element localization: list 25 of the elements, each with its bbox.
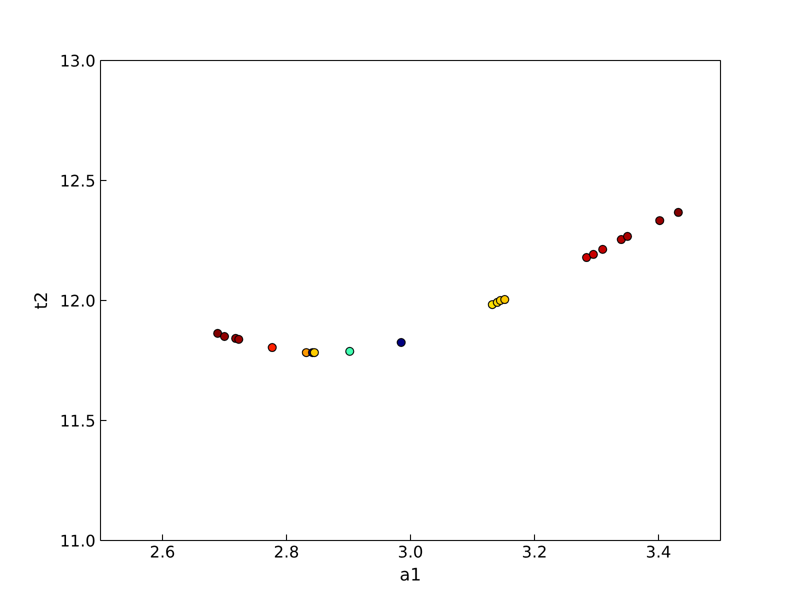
point [268,343,277,352]
y-tick-label: 11.0 [60,532,96,550]
x-tick-label: 2.6 [150,542,176,562]
y-tick-label: 12.0 [60,292,96,310]
point [213,328,222,338]
point [582,253,592,262]
x-tick-label: 3.2 [522,542,548,562]
y-axis-title: t2 [32,292,52,310]
point [655,216,664,226]
point [588,250,598,259]
point [598,244,608,254]
x-axis-title: a1 [400,566,422,586]
point [500,295,510,304]
point [623,232,632,241]
x-tick-label: 2.8 [274,542,300,562]
point [345,346,354,356]
point [396,338,406,347]
x-tick-label: 3.0 [398,542,424,562]
point [220,332,229,341]
y-tick-label: 13.0 [60,52,96,70]
point [674,208,683,217]
y-tick-label: 12.5 [60,172,96,190]
x-tick-label: 3.4 [646,542,672,562]
y-tick-label: 11.5 [60,412,96,430]
point [234,334,244,344]
